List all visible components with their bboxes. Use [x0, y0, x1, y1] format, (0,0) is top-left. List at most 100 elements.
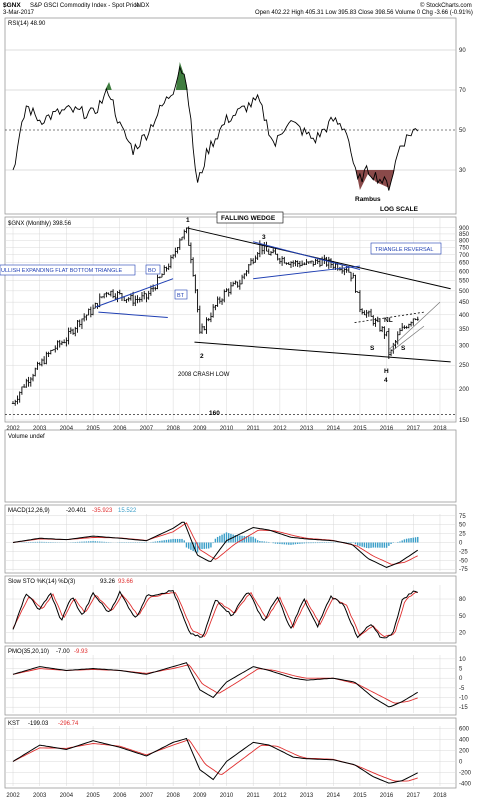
sto-main-line: [12, 590, 418, 639]
macd-histogram-bar: [405, 538, 408, 543]
pmo-label: PMO(35,20,10): [8, 649, 49, 655]
x-tick-label-bottom: 2016: [380, 793, 394, 799]
rsi-line: [12, 65, 419, 191]
pmo-tick-label: 0: [459, 676, 463, 682]
price-tick-label: 150: [459, 418, 470, 424]
macd-histogram-bar: [245, 536, 248, 543]
rsi-tick-label: 70: [459, 88, 466, 94]
macd-histogram-bar: [383, 542, 386, 548]
macd-histogram-bar: [374, 542, 377, 548]
macd-histogram-bar: [105, 541, 108, 543]
macd-histogram-bar: [314, 542, 317, 544]
price-tick-label: 850: [459, 232, 470, 238]
head-label: H: [384, 368, 389, 375]
macd-histogram-bar: [279, 542, 281, 545]
x-tick-label-bottom: 2011: [247, 793, 261, 799]
macd-histogram-bar: [43, 541, 45, 543]
macd-histogram-bar: [221, 534, 223, 543]
kst-tick-label: 600: [459, 727, 470, 733]
x-tick-label: 2004: [60, 426, 74, 432]
x-tick-label-bottom: 2010: [220, 793, 234, 799]
macd-histogram-bar: [76, 541, 79, 543]
macd-histogram-bar: [79, 541, 81, 543]
macd-histogram-bar: [274, 542, 277, 544]
x-tick-label: 2017: [407, 426, 421, 432]
price-tick-label: 200: [459, 387, 470, 393]
price-tick-label: 900: [459, 226, 470, 232]
expanding-triangle-top: [95, 278, 174, 308]
rsi-tick-label: 90: [459, 48, 466, 54]
rsi-oversold-fill: [355, 170, 395, 190]
macd-histogram-bar: [219, 535, 221, 543]
macd-histogram-bar: [101, 541, 103, 543]
pmo-main-line: [12, 662, 418, 708]
x-tick-label: 2008: [166, 426, 180, 432]
pmo-tick-label: -10: [459, 696, 468, 702]
macd-histogram-bar: [203, 542, 205, 549]
kst-label: KST: [8, 721, 20, 727]
kst-value-2: -296.74: [58, 721, 79, 727]
bo-label: BO: [148, 268, 157, 274]
x-tick-label-bottom: 2003: [33, 793, 47, 799]
x-tick-label-bottom: 2013: [300, 793, 314, 799]
expanding-triangle-bottom: [98, 311, 168, 319]
macd-histogram-bar: [368, 542, 370, 549]
macd-histogram-bar: [399, 541, 401, 543]
left-shoulder-label: S: [370, 345, 375, 352]
macd-histogram-bar: [94, 541, 96, 543]
x-tick-label: 2016: [380, 426, 394, 432]
macd-histogram-bar: [87, 541, 90, 543]
macd-histogram-bar: [361, 542, 363, 547]
macd-histogram-bar: [38, 541, 41, 543]
x-tick-label-bottom: 2002: [6, 793, 20, 799]
x-tick-label-bottom: 2017: [407, 793, 421, 799]
macd-histogram-bar: [397, 541, 399, 543]
macd-histogram-bar: [292, 542, 294, 545]
macd-tick-label: -25: [459, 549, 468, 555]
macd-histogram-bar: [377, 542, 379, 548]
x-tick-label: 2010: [220, 426, 234, 432]
macd-tick-label: -75: [459, 567, 468, 573]
x-tick-label: 2002: [6, 426, 20, 432]
macd-histogram-bar: [34, 541, 36, 543]
macd-histogram-bar: [283, 542, 286, 545]
macd-histogram-bar: [216, 536, 219, 543]
macd-histogram-bar: [159, 540, 161, 543]
rsi-tick-label: 50: [459, 128, 466, 134]
triangle-reversal-label: TRIANGLE REVERSAL: [375, 247, 433, 253]
macd-histogram-bar: [32, 541, 34, 543]
macd-histogram-bar: [187, 542, 190, 549]
macd-histogram-bar: [243, 535, 245, 543]
macd-histogram-bar: [412, 537, 415, 543]
macd-histogram-bar: [99, 541, 101, 543]
macd-histogram-bar: [290, 542, 292, 545]
kst-tick-label: 400: [459, 738, 470, 744]
macd-histogram-bar: [401, 540, 403, 543]
price-tick-label: 400: [459, 313, 470, 319]
macd-histogram-bar: [250, 536, 252, 543]
macd-histogram-bar: [201, 542, 203, 550]
rsi-overbought-fill: [105, 82, 112, 90]
macd-histogram-bar: [239, 535, 241, 543]
price-tick-label: 600: [459, 269, 470, 275]
index-name: S&P GSCI Commodity Index - Spot Price: [30, 3, 140, 9]
macd-histogram-bar: [161, 540, 163, 543]
macd-histogram-bar: [170, 539, 172, 543]
x-tick-label-bottom: 2012: [273, 793, 287, 799]
macd-histogram-bar: [410, 538, 412, 543]
price-tick-label: 500: [459, 289, 470, 295]
price-tick-label: 300: [459, 344, 470, 350]
price-tick-label: 350: [459, 327, 470, 333]
rsi-panel: RSI(14) 48.90 Rambus LOG SCALE: [4, 17, 457, 215]
pmo-tick-label: 10: [459, 657, 466, 663]
quote-line: Open 402.22 High 405.31 Low 395.83 Close…: [255, 10, 473, 16]
label-160: 160: [209, 410, 220, 417]
macd-histogram-bar: [379, 542, 381, 548]
macd-histogram-bar: [365, 542, 368, 548]
price-tick-label: 250: [459, 363, 470, 369]
macd-histogram-bar: [154, 541, 157, 543]
macd-histogram-bar: [41, 541, 43, 543]
low-4-label: 4: [384, 377, 388, 384]
x-tick-label-bottom: 2005: [86, 793, 100, 799]
